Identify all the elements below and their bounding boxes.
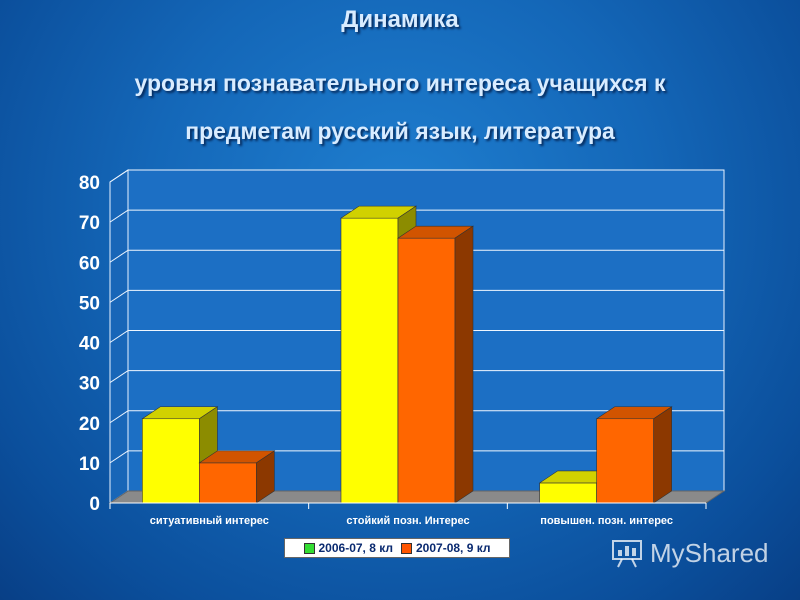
x-tick-label: стойкий позн. Интерес: [346, 515, 469, 527]
bar: [142, 418, 200, 504]
gridline-side: [109, 330, 129, 343]
gridline-side: [109, 209, 129, 223]
bar: [596, 418, 654, 504]
gridline-side: [109, 249, 129, 263]
x-tick-label: повышен. позн. интерес: [540, 515, 673, 527]
legend-label-2006: 2006-07, 8 кл: [318, 541, 394, 555]
presentation-icon: [612, 540, 642, 568]
gridline-side: [109, 410, 129, 424]
y-tick-label: 40: [79, 334, 100, 355]
watermark-text: MyShared: [650, 537, 769, 568]
legend-swatch-2006: [303, 542, 315, 554]
watermark: MyShared: [610, 536, 769, 570]
bar: [539, 482, 597, 504]
y-tick-label: 0: [89, 494, 100, 515]
bar-side: [256, 450, 275, 504]
y-tick-label: 70: [79, 213, 100, 234]
legend-swatch-2007: [401, 542, 412, 554]
bar: [199, 462, 257, 504]
bar-side: [653, 406, 672, 504]
gridline-side: [109, 450, 129, 464]
bar-side: [454, 225, 474, 504]
chart-subtitle-line1: уровня познавательного интереса учащихся…: [134, 70, 666, 96]
legend-item-2007: 2007-08, 9 кл: [401, 541, 491, 555]
chart-title: Динамика: [341, 6, 459, 33]
bar: [397, 237, 456, 504]
gridline-side: [109, 289, 129, 303]
y-tick-label: 20: [79, 414, 100, 435]
x-tick-label: ситуативный интерес: [150, 515, 269, 527]
legend-item-2006: 2006-07, 8 кл: [303, 541, 394, 555]
y-tick-label: 50: [79, 293, 100, 314]
y-tick-label: 30: [79, 374, 100, 395]
y-tick-label: 60: [79, 253, 100, 274]
chart-legend: 2006-07, 8 кл 2007-08, 9 кл: [284, 538, 510, 558]
gridline-side: [109, 370, 129, 384]
y-tick-label: 80: [79, 173, 100, 194]
bar: [340, 217, 399, 504]
y-tick-label: 10: [79, 454, 100, 475]
legend-label-2007: 2007-08, 9 кл: [416, 541, 491, 555]
gridline-side: [109, 169, 129, 183]
chart-subtitle-line2: предметам русский язык, литература: [185, 118, 615, 144]
